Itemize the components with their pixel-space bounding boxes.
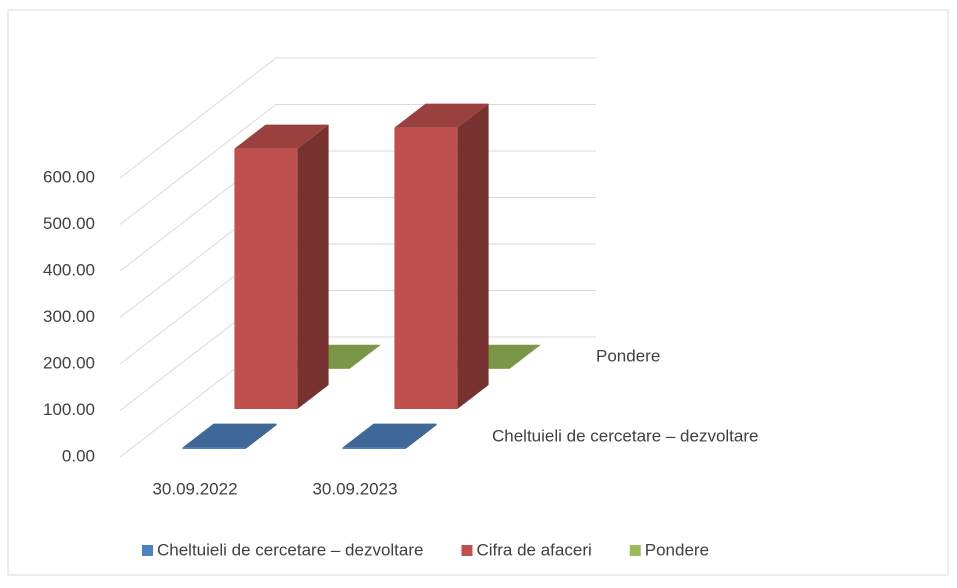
- bar-front: [182, 448, 245, 449]
- bar-side: [457, 104, 488, 409]
- bar: [394, 104, 488, 409]
- legend-label: Cifra de afaceri: [476, 540, 591, 559]
- bar-front: [394, 128, 457, 409]
- depth-label: Pondere: [596, 346, 660, 365]
- y-tick-label: 500.00: [43, 214, 95, 233]
- y-tick-label: 0.00: [62, 446, 95, 465]
- x-tick-label: 30.09.2022: [152, 479, 237, 498]
- y-tick-label: 100.00: [43, 400, 95, 419]
- legend-label: Cheltuieli de cercetare – dezvoltare: [157, 540, 423, 559]
- bar-front: [342, 448, 405, 449]
- bar: [234, 125, 328, 409]
- y-tick-label: 300.00: [43, 307, 95, 326]
- x-tick-label: 30.09.2023: [312, 479, 397, 498]
- bar-side: [297, 125, 328, 409]
- legend-swatch: [461, 545, 472, 556]
- y-tick-label: 400.00: [43, 260, 95, 279]
- depth-label: Cheltuieli de cercetare – dezvoltare: [492, 426, 758, 445]
- legend-label: Pondere: [645, 540, 709, 559]
- y-tick-label: 600.00: [43, 167, 95, 186]
- bar-front: [234, 149, 297, 409]
- legend-swatch: [630, 545, 641, 556]
- legend-swatch: [142, 545, 153, 556]
- y-tick-label: 200.00: [43, 353, 95, 372]
